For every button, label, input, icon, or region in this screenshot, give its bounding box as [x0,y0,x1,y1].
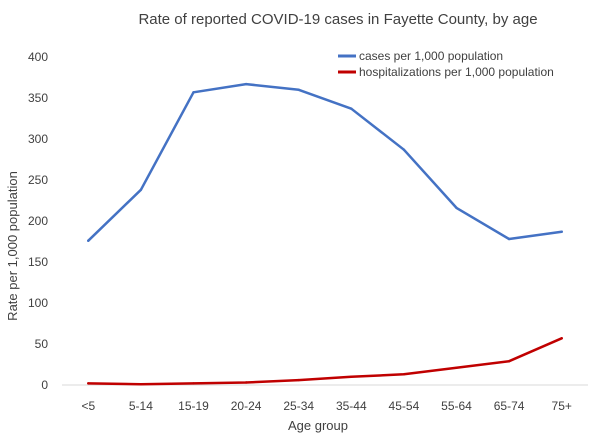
y-tick-label: 150 [28,255,48,269]
data-point [139,383,143,386]
data-point [139,188,143,191]
data-point [192,382,195,385]
data-point [560,230,563,233]
x-tick-label: 65-74 [494,399,525,413]
data-point [350,107,353,110]
series-line-cases [87,82,563,242]
y-tick-label: 400 [28,50,48,64]
chart-title: Rate of reported COVID-19 cases in Fayet… [138,11,537,28]
data-point [455,366,458,369]
x-tick-label: 20-24 [231,399,262,413]
x-axis-ticks: <5 5-14 15-19 20-24 25-34 35-44 45-54 55-64 65-7… [81,399,571,413]
y-axis-ticks: 0 50 100 150 200 250 300 350 400 [28,50,48,392]
y-axis-label: Rate per 1,000 population [5,171,20,321]
y-tick-label: 350 [28,91,48,105]
series-line-hospitalizations [87,337,563,386]
data-point [402,148,406,151]
y-tick-label: 250 [28,173,48,187]
data-point [402,373,406,376]
x-tick-label: 25-34 [283,399,314,413]
data-point [87,382,90,385]
data-point [87,239,90,242]
legend: cases per 1,000 population hospitalizati… [338,49,554,79]
x-tick-label: 75+ [552,399,572,413]
data-point [350,375,353,378]
x-tick-label: 35-44 [336,399,367,413]
data-point [297,378,300,382]
x-tick-label: 15-19 [178,399,209,413]
x-axis-label: Age group [288,418,348,433]
data-point [244,381,248,384]
data-point [507,360,511,363]
data-point [455,206,458,210]
x-tick-label: 55-64 [441,399,472,413]
y-tick-label: 300 [28,132,48,146]
legend-label-hospitalizations: hospitalizations per 1,000 population [359,65,554,79]
data-point [297,88,300,92]
y-tick-label: 100 [28,296,48,310]
y-tick-label: 200 [28,214,48,228]
series-layer [87,82,563,386]
y-tick-label: 0 [41,378,48,392]
data-point [192,91,195,94]
data-point [507,237,511,241]
data-point [560,337,563,340]
legend-label-cases: cases per 1,000 population [359,49,503,63]
y-tick-label: 50 [35,337,49,351]
data-point [244,82,248,86]
x-tick-label: 5-14 [129,399,153,413]
x-tick-label: 45-54 [389,399,420,413]
x-tick-label: <5 [81,399,95,413]
